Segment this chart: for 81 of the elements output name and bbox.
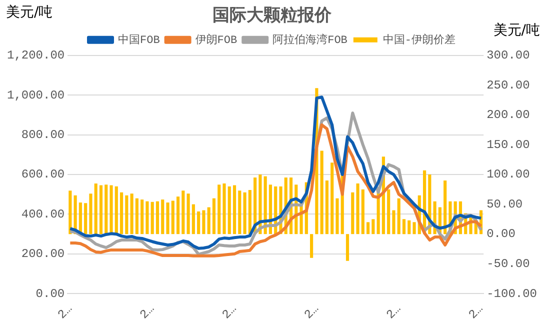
bar: [146, 201, 149, 234]
y2-tick-label: 0.00: [486, 227, 516, 242]
bar: [68, 190, 72, 234]
y-tick-label: 1,000.00: [7, 88, 65, 102]
y2-axis-title: 美元/吨: [493, 22, 540, 39]
bar: [114, 186, 118, 234]
bar: [228, 186, 231, 234]
y-tick-label: 600.00: [21, 168, 65, 182]
bar: [392, 210, 396, 234]
y-tick-label: 1,200.00: [7, 48, 65, 63]
bar: [156, 201, 160, 234]
bar: [412, 222, 416, 234]
y-axis-title: 美元/吨: [6, 4, 53, 21]
bar: [120, 192, 124, 234]
bar: [336, 198, 339, 234]
bar: [150, 202, 154, 234]
legend-label: 伊朗FOB: [195, 32, 238, 47]
bar: [186, 194, 190, 234]
bar: [166, 202, 170, 234]
bar: [125, 195, 128, 234]
bar: [402, 219, 406, 234]
bar: [248, 190, 252, 234]
bar: [222, 183, 226, 234]
x-tick-label: 2…: [55, 302, 76, 322]
bar: [202, 210, 206, 234]
y-tick-label: 400.00: [21, 207, 65, 222]
bar: [444, 180, 447, 234]
bar: [238, 190, 242, 234]
bar: [366, 222, 370, 234]
bar: [218, 184, 221, 234]
x-tick-label: 2…: [466, 302, 486, 322]
x-tick-label: 2…: [302, 302, 322, 322]
bar: [110, 185, 113, 234]
bar: [397, 198, 400, 234]
bar: [408, 220, 411, 234]
y-tick-label: 200.00: [21, 247, 65, 262]
y2-tick-label: -50.00: [486, 257, 530, 272]
bar: [94, 183, 98, 234]
bar: [140, 200, 144, 234]
chart-title: 国际大颗粒报价: [212, 6, 332, 26]
bar: [104, 184, 108, 234]
x-tick-label: 2…: [137, 302, 158, 322]
y-tick-label: 800.00: [21, 128, 65, 142]
bar: [232, 185, 236, 234]
bar: [320, 150, 324, 234]
bar: [325, 180, 328, 234]
legend-label: 中国-伊朗价差: [382, 32, 456, 47]
bar: [176, 196, 180, 234]
y2-tick-label: 300.00: [486, 48, 530, 63]
bar: [99, 185, 103, 234]
y2-tick-label: 250.00: [486, 78, 530, 92]
legend-label: 阿拉伯海湾FOB: [272, 32, 348, 47]
y2-tick-label: -100.00: [486, 286, 538, 301]
bar: [130, 194, 134, 234]
bar: [197, 211, 200, 234]
bar: [361, 189, 364, 234]
bar: [356, 183, 360, 234]
y2-tick-label: 50.00: [486, 197, 523, 212]
y-tick-label: 0.00: [36, 286, 65, 301]
bar: [212, 198, 216, 234]
y2-tick-label: 100.00: [486, 168, 530, 182]
bar: [330, 162, 334, 234]
y2-tick-label: 150.00: [486, 138, 530, 152]
bar: [310, 234, 314, 258]
bar: [192, 204, 195, 234]
bar: [346, 234, 350, 261]
bar: [171, 200, 174, 234]
legend-label: 中国FOB: [118, 32, 160, 47]
bar: [135, 198, 138, 234]
bar: [84, 203, 88, 234]
y2-tick-label: 200.00: [486, 108, 530, 122]
bar: [89, 194, 92, 234]
bar: [243, 192, 246, 234]
bar: [372, 219, 375, 234]
bar: [182, 190, 185, 234]
x-tick-label: 2…: [220, 302, 240, 322]
x-tick-label: 2…: [384, 302, 404, 322]
bar: [387, 189, 390, 234]
bar: [351, 192, 354, 234]
bar: [161, 200, 164, 234]
bar: [207, 207, 210, 234]
